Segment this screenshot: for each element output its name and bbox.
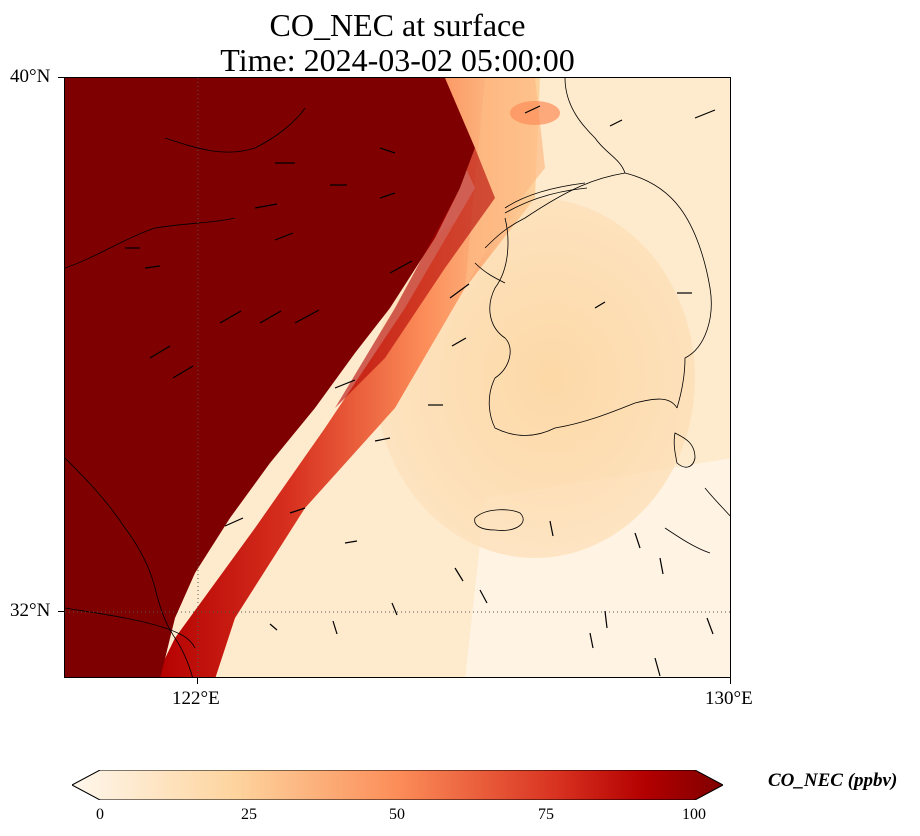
concentration-map [64, 77, 731, 678]
wind-vector [379, 192, 396, 199]
tick-mark [58, 77, 64, 78]
wind-vector [344, 540, 358, 544]
wind-vector [379, 147, 396, 154]
border [504, 182, 588, 214]
wind-vector [524, 105, 541, 114]
wind-vector [449, 283, 470, 299]
colorbar-label: CO_NEC (ppbv) [768, 770, 898, 791]
wind-vector [589, 632, 594, 649]
coastlines [65, 78, 730, 677]
wind-vector [389, 260, 413, 274]
wind-vector [706, 617, 714, 635]
lat-label-32: 32°N [10, 600, 51, 621]
colorbar-tick: 0 [96, 806, 104, 823]
coast-detail [474, 262, 506, 284]
colorbar-gradient [72, 770, 723, 800]
wind-vector [654, 657, 661, 677]
wind-vector [479, 589, 488, 604]
wind-vector [332, 620, 338, 635]
wind-vector [634, 532, 641, 549]
wind-vector [451, 337, 467, 347]
map-title: CO_NEC at surface [269, 7, 526, 43]
tick-mark [58, 611, 64, 612]
wind-vector [604, 610, 608, 629]
wind-vector [609, 119, 623, 127]
plume-edge [465, 78, 545, 288]
china-east-coast [65, 457, 193, 677]
wind-vector [454, 567, 464, 582]
tick-mark [197, 678, 198, 684]
colorbar-tick: 25 [241, 806, 257, 823]
wind-vector [259, 310, 282, 324]
wind-vectors [125, 105, 716, 677]
colorbar [72, 770, 723, 800]
lat-label-40: 40°N [10, 66, 51, 87]
colorbar-tick: 75 [538, 806, 554, 823]
lon-label-122: 122°E [172, 688, 220, 709]
wind-vector [254, 203, 278, 209]
wind-vector [334, 379, 356, 389]
wind-vector [144, 265, 161, 269]
lon-label-130: 130°E [705, 688, 753, 709]
hotspot [510, 101, 560, 125]
north-korea-coast [484, 78, 626, 249]
wind-vector [224, 517, 244, 527]
map-canvas [65, 78, 730, 677]
wind-vector [549, 520, 554, 537]
tick-mark [730, 678, 731, 684]
wind-vector [294, 309, 320, 324]
wind-vector [172, 365, 194, 379]
high-concentration-region [65, 78, 475, 677]
colorbar-tick: 100 [682, 806, 706, 823]
korea-west-south-coast [488, 217, 678, 436]
tsushima-island [673, 432, 696, 468]
wind-vector [149, 345, 171, 359]
china-north-coast [65, 107, 306, 269]
wind-vector [391, 602, 398, 616]
wind-vector [659, 557, 664, 575]
wind-vector [289, 507, 306, 514]
wind-vector [269, 623, 278, 631]
wind-vector [594, 301, 606, 309]
map-time: Time: 2024-03-02 05:00:00 [220, 42, 575, 78]
wind-vector [694, 109, 716, 119]
korea-east-coast [624, 172, 712, 409]
japan-coast [664, 487, 730, 554]
wind-vector [374, 437, 391, 442]
plume-core [335, 148, 495, 408]
wind-vector [219, 310, 242, 324]
wind-vector [274, 232, 294, 241]
jeju-island [474, 509, 524, 531]
colorbar-tick: 50 [389, 806, 405, 823]
